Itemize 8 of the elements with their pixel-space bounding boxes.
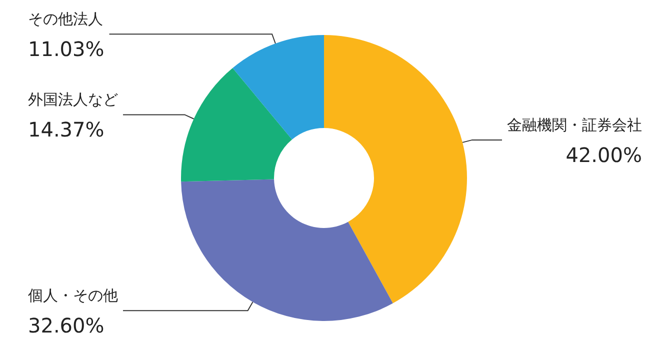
slice-label: その他法人 <box>28 10 103 28</box>
data-label: 32.60% <box>28 314 104 338</box>
data-label: 14.37% <box>28 118 104 142</box>
data-label: 11.03% <box>28 37 104 62</box>
slice-label: 外国法人など <box>28 90 118 109</box>
data-label: 42.00% <box>566 142 642 167</box>
slice-label: 個人・その他 <box>28 286 118 305</box>
slice-label: 金融機関・証券会社 <box>507 116 642 134</box>
